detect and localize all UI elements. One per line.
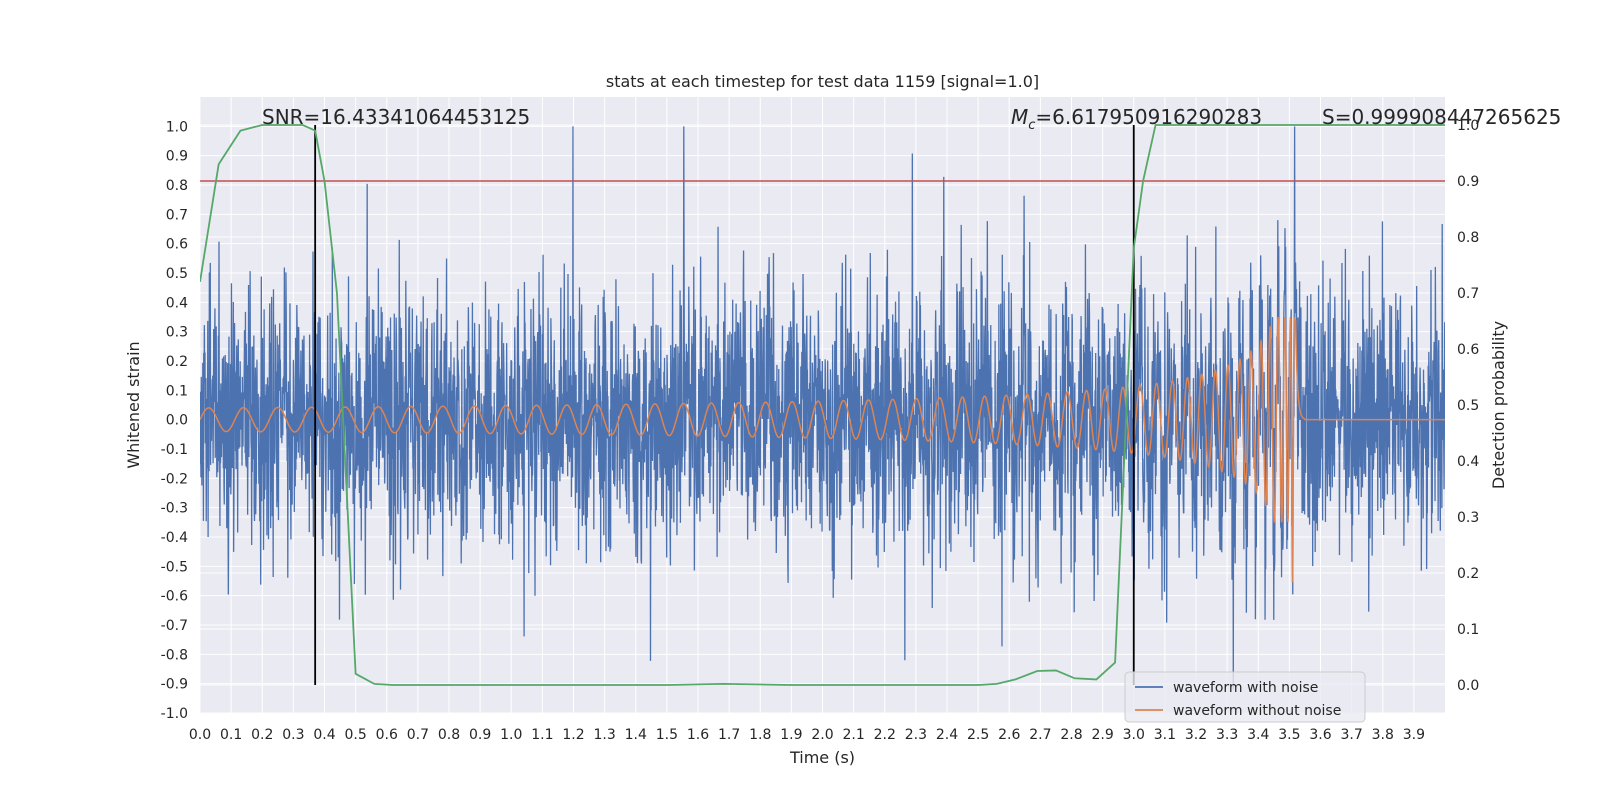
x-tick-label: 3.6 (1309, 727, 1331, 743)
snr-annotation: SNR=16.43341064453125 (262, 105, 530, 129)
y2-tick-label: 0.1 (1457, 622, 1479, 638)
y2-tick-label: 0.5 (1457, 398, 1479, 414)
y-tick-label: 0.6 (166, 237, 188, 253)
x-tick-label: 3.7 (1340, 727, 1362, 743)
x-tick-label: 1.6 (687, 727, 709, 743)
y-tick-label: -0.1 (161, 442, 188, 458)
y-axis-label: Whitened strain (124, 341, 143, 468)
mc-symbol: M (1011, 105, 1028, 129)
x-tick-label: 3.8 (1372, 727, 1394, 743)
y2-tick-label: 0.3 (1457, 510, 1479, 526)
y-tick-label: 0.9 (166, 149, 188, 165)
y2-tick-label: 0.8 (1457, 230, 1479, 246)
x-tick-label: 2.3 (905, 727, 927, 743)
x-tick-label: 1.3 (593, 727, 615, 743)
y-tick-label: -0.8 (161, 647, 188, 663)
mc-subscript: c (1028, 118, 1035, 133)
x-tick-label: 2.1 (842, 727, 864, 743)
x-tick-label: 3.1 (1154, 727, 1176, 743)
axes-ticks: 0.0 0.1 0.2 0.3 0.4 0.5 0.6 0.7 0.8 0.9 1.0 1.1 1.2 1… (161, 118, 1480, 743)
x-tick-label: 2.5 (967, 727, 989, 743)
y-tick-label: -0.5 (161, 559, 188, 575)
x-tick-label: 0.1 (220, 727, 242, 743)
x-tick-label: 0.3 (282, 727, 304, 743)
y2-axis-label: Detection probability (1489, 321, 1508, 489)
x-tick-label: 1.7 (718, 727, 740, 743)
y2-tick-label: 0.9 (1457, 174, 1479, 190)
x-tick-label: 3.5 (1278, 727, 1300, 743)
x-tick-label: 1.8 (749, 727, 771, 743)
x-tick-label: 3.0 (1123, 727, 1145, 743)
y-tick-label: -0.6 (161, 589, 188, 605)
y2-tick-label: 0.2 (1457, 566, 1479, 582)
x-tick-label: 2.6 (998, 727, 1020, 743)
y-tick-label: 0.4 (166, 295, 188, 311)
x-tick-label: 3.2 (1185, 727, 1207, 743)
x-tick-label: 0.9 (469, 727, 491, 743)
s-annotation: S=0.999908447265625 (1322, 105, 1561, 129)
y-tick-label: 0.2 (166, 354, 188, 370)
x-tick-label: 2.7 (1029, 727, 1051, 743)
x-tick-label: 3.3 (1216, 727, 1238, 743)
x-tick-label: 0.5 (344, 727, 366, 743)
y2-tick-label: 1.0 (1457, 118, 1479, 134)
y-tick-label: 0.5 (166, 266, 188, 282)
y-tick-label: -0.7 (161, 618, 188, 634)
legend-box (1124, 671, 1366, 723)
y-tick-label: -0.3 (161, 501, 188, 517)
y2-tick-label: 0.6 (1457, 342, 1479, 358)
y-tick-label: 0.3 (166, 325, 188, 341)
y-tick-label: -0.4 (161, 530, 188, 546)
overlay-lines (200, 124, 1445, 686)
x-axis-label: Time (s) (789, 748, 855, 767)
x-tick-label: 0.0 (189, 727, 211, 743)
legend: waveform with noise waveform without nois… (1124, 671, 1366, 723)
y-tick-label: -1.0 (161, 706, 188, 722)
y2-tick-label: 0.7 (1457, 286, 1479, 302)
x-tick-label: 2.0 (811, 727, 833, 743)
x-tick-label: 1.1 (531, 727, 553, 743)
plot-series (200, 126, 1445, 690)
x-tick-label: 1.2 (562, 727, 584, 743)
y2-tick-label: 0.0 (1457, 678, 1479, 694)
chirp-mass-annotation: Mc=6.617950916290283 (1011, 105, 1262, 133)
x-tick-label: 2.9 (1091, 727, 1113, 743)
y-tick-label: 0.1 (166, 383, 188, 399)
legend-label: waveform without noise (1173, 703, 1341, 719)
x-tick-label: 1.4 (625, 727, 647, 743)
x-tick-label: 1.5 (656, 727, 678, 743)
x-tick-label: 0.2 (251, 727, 273, 743)
y-tick-label: -0.9 (161, 677, 188, 693)
y2-tick-label: 0.4 (1457, 454, 1479, 470)
x-tick-label: 1.0 (500, 727, 522, 743)
y-tick-label: 0.0 (166, 413, 188, 429)
y-tick-label: -0.2 (161, 471, 188, 487)
clean-waveform-line (200, 316, 1445, 583)
x-tick-label: 0.8 (438, 727, 460, 743)
mc-value: =6.617950916290283 (1035, 105, 1262, 129)
y-tick-label: 0.7 (166, 207, 188, 223)
x-tick-label: 2.8 (1060, 727, 1082, 743)
x-tick-label: 0.6 (376, 727, 398, 743)
y-tick-label: 0.8 (166, 178, 188, 194)
x-tick-label: 0.7 (407, 727, 429, 743)
x-tick-label: 1.9 (780, 727, 802, 743)
x-tick-label: 3.4 (1247, 727, 1269, 743)
y-tick-label: 1.0 (166, 119, 188, 135)
legend-label: waveform with noise (1173, 680, 1318, 696)
chart-title: stats at each timestep for test data 115… (606, 72, 1039, 91)
detection-probability-line (200, 124, 1445, 686)
x-tick-label: 2.4 (936, 727, 958, 743)
x-tick-label: 3.9 (1403, 727, 1425, 743)
x-tick-label: 2.2 (874, 727, 896, 743)
x-tick-label: 0.4 (313, 727, 335, 743)
